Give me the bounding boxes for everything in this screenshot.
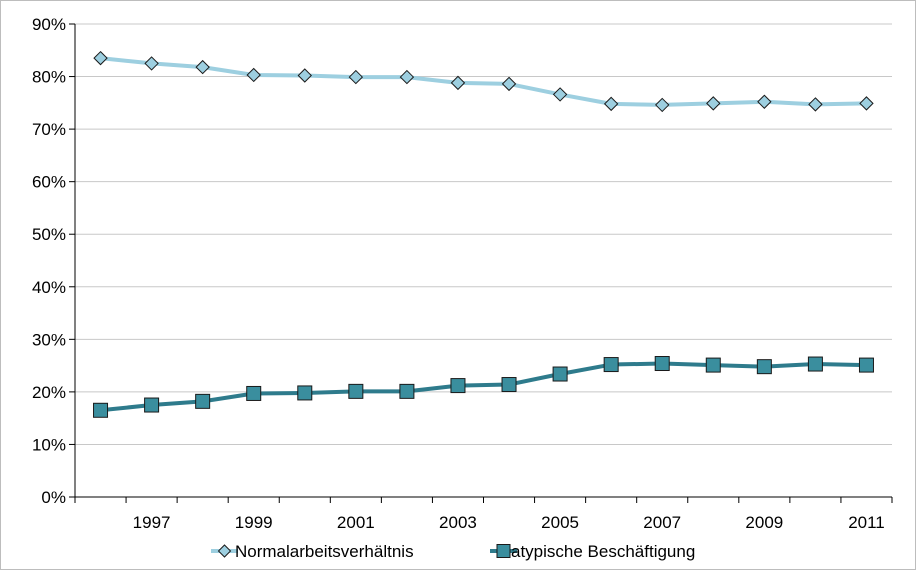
x-tick-label: 2003	[439, 513, 477, 532]
data-point-diamond	[603, 96, 619, 112]
y-tick-label: 20%	[32, 383, 66, 402]
x-tick-label: 2011	[848, 513, 885, 532]
legend-label: atypische Beschäftigung	[511, 542, 695, 561]
data-point-square	[756, 359, 772, 375]
data-point-diamond	[93, 50, 108, 66]
y-tick-label: 30%	[32, 330, 66, 349]
x-tick-label: 1999	[235, 513, 273, 532]
data-point-square	[603, 357, 619, 373]
data-point-diamond	[808, 97, 823, 112]
data-point-square	[144, 397, 160, 413]
y-tick-label: 70%	[32, 120, 66, 139]
gridlines	[75, 23, 892, 445]
y-tick-label: 90%	[32, 15, 66, 34]
data-point-square	[297, 385, 313, 401]
data-point-diamond	[859, 96, 874, 111]
data-point-square	[552, 366, 568, 382]
data-point-diamond	[655, 97, 670, 113]
data-point-square	[705, 357, 721, 373]
data-point-diamond	[399, 69, 415, 85]
legend-marker-square	[496, 544, 511, 558]
data-point-diamond	[501, 76, 517, 92]
data-point-diamond	[348, 69, 364, 85]
x-tick-label: 1997	[133, 513, 171, 532]
legend-marker-diamond	[217, 544, 232, 558]
data-point-diamond	[246, 67, 261, 83]
data-point-square	[195, 393, 211, 409]
y-tick-label: 50%	[32, 225, 66, 244]
y-tick-label: 40%	[32, 278, 66, 297]
data-point-square	[501, 377, 517, 393]
data-point-diamond	[757, 94, 772, 109]
data-point-diamond	[706, 96, 721, 111]
legend: Normalarbeitsverhältnis atypische Beschäf…	[211, 542, 695, 561]
y-tick-label: 0%	[41, 488, 66, 507]
data-point-square	[399, 383, 415, 399]
series-line	[100, 361, 867, 413]
y-tick-label: 80%	[32, 68, 66, 87]
data-point-diamond	[195, 59, 210, 75]
data-point-diamond	[144, 56, 159, 71]
data-point-diamond	[297, 68, 312, 83]
y-tick-label: 60%	[32, 173, 66, 192]
data-point-square	[348, 383, 364, 399]
legend-label: Normalarbeitsverhältnis	[235, 542, 414, 561]
data-point-square	[858, 357, 874, 373]
axes: 0% 10% 20% 30% 40% 50% 60% 70% 80% 90% 1997 1999 200…	[32, 15, 893, 532]
series-layer	[93, 50, 874, 418]
data-point-square	[246, 385, 262, 401]
data-point-square	[93, 402, 109, 418]
x-tick-label: 2005	[541, 513, 579, 532]
x-tick-label: 2001	[337, 513, 375, 532]
data-point-diamond	[450, 75, 466, 91]
x-tick-label: 2009	[745, 513, 783, 532]
x-tick-label: 2007	[643, 513, 681, 532]
data-point-square	[807, 356, 823, 372]
data-point-diamond	[552, 87, 568, 102]
data-point-square	[654, 356, 670, 372]
data-point-square	[450, 378, 466, 394]
series-line	[100, 56, 867, 107]
y-tick-label: 10%	[32, 435, 66, 454]
